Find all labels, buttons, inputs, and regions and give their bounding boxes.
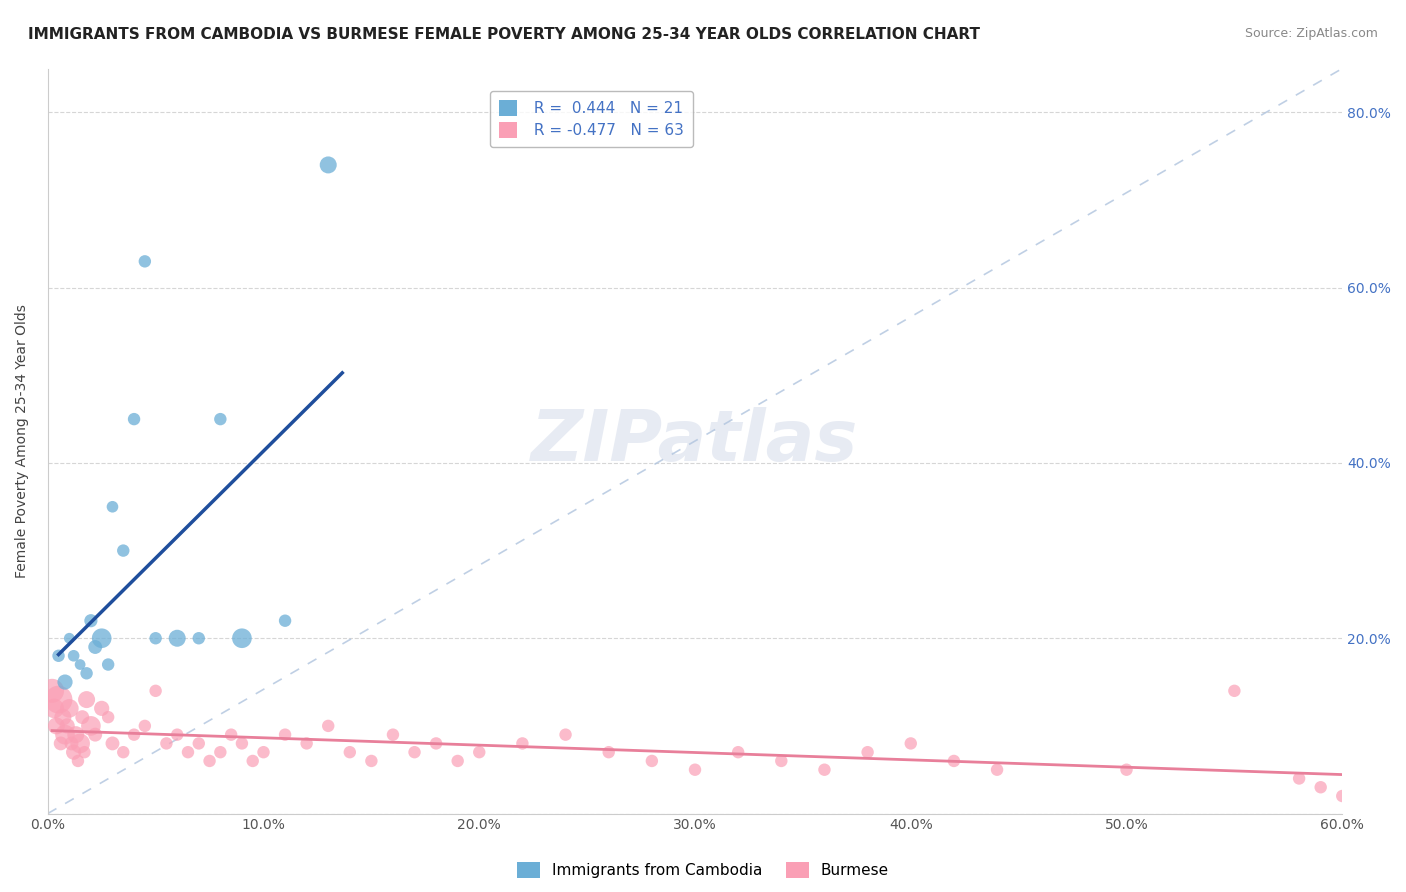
Point [1115,763,1137,777]
Point [41,683,63,698]
Point [554,728,576,742]
Point [90,632,112,646]
Point [65,728,87,742]
Point [155,736,177,750]
Point [209,412,232,426]
Point [69,657,91,672]
Point [53,675,76,690]
Point [683,763,706,777]
Point [231,632,253,646]
Point [942,754,965,768]
Point [1309,780,1331,795]
Point [48,648,70,663]
Point [339,745,361,759]
Point [145,632,167,646]
Point [1331,789,1354,803]
Point [80,719,103,733]
Point [53,728,76,742]
Point [58,632,80,646]
Point [381,728,404,742]
Point [316,719,339,733]
Point [166,632,188,646]
Point [274,728,297,742]
Point [62,648,84,663]
Point [145,683,167,698]
Legend:  R =  0.444   N = 21,  R = -0.477   N = 63: R = 0.444 N = 21, R = -0.477 N = 63 [489,91,693,147]
Point [295,736,318,750]
Point [76,692,98,706]
Point [58,701,80,715]
Point [66,754,89,768]
Point [1288,772,1310,786]
Point [641,754,664,768]
Y-axis label: Female Poverty Among 25-34 Year Olds: Female Poverty Among 25-34 Year Olds [15,304,30,578]
Point [84,728,107,742]
Point [512,736,534,750]
Text: IMMIGRANTS FROM CAMBODIA VS BURMESE FEMALE POVERTY AMONG 25-34 YEAR OLDS CORRELA: IMMIGRANTS FROM CAMBODIA VS BURMESE FEMA… [28,27,980,42]
Point [84,640,107,654]
Point [360,754,382,768]
Point [62,745,84,759]
Point [76,666,98,681]
Point [425,736,447,750]
Point [1223,683,1246,698]
Point [49,736,72,750]
Point [856,745,879,759]
Point [69,736,91,750]
Point [56,719,79,733]
Point [219,728,242,742]
Point [101,736,124,750]
Point [598,745,620,759]
Point [60,736,83,750]
Point [134,719,156,733]
Point [122,412,145,426]
Point [97,710,120,724]
Point [727,745,749,759]
Point [986,763,1008,777]
Point [80,614,103,628]
Point [112,745,135,759]
Point [48,692,70,706]
Text: ZIPatlas: ZIPatlas [531,407,859,475]
Point [813,763,835,777]
Text: Source: ZipAtlas.com: Source: ZipAtlas.com [1244,27,1378,40]
Point [187,632,209,646]
Point [231,736,253,750]
Point [44,701,66,715]
Point [73,745,96,759]
Point [187,736,209,750]
Point [52,710,75,724]
Point [404,745,426,759]
Point [112,543,135,558]
Point [198,754,221,768]
Point [209,745,232,759]
Point [770,754,793,768]
Point [72,710,94,724]
Legend: Immigrants from Cambodia, Burmese: Immigrants from Cambodia, Burmese [510,856,896,884]
Point [90,701,112,715]
Point [177,745,200,759]
Point [316,158,339,172]
Point [242,754,264,768]
Point [134,254,156,268]
Point [45,719,67,733]
Point [468,745,491,759]
Point [252,745,274,759]
Point [122,728,145,742]
Point [900,736,922,750]
Point [166,728,188,742]
Point [447,754,470,768]
Point [274,614,297,628]
Point [97,657,120,672]
Point [101,500,124,514]
